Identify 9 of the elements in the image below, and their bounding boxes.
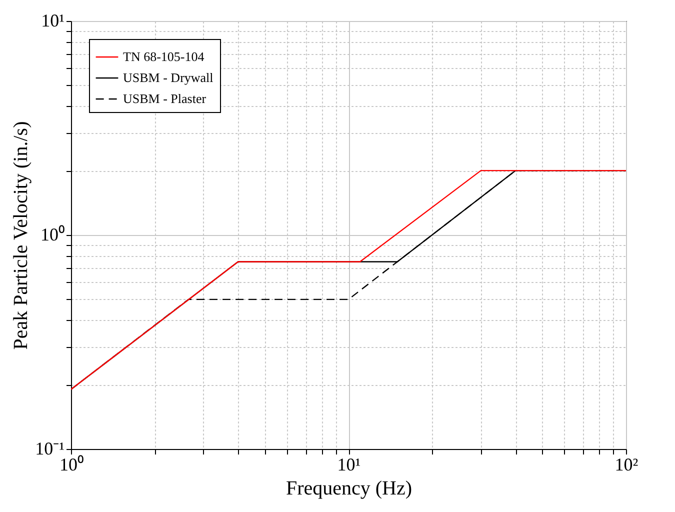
x-tick-label: 10² <box>614 454 638 474</box>
x-tick-label: 10¹ <box>337 454 361 474</box>
legend-label: TN 68-105-104 <box>123 49 205 64</box>
x-axis-title: Frequency (Hz) <box>286 478 412 500</box>
y-axis-title: Peak Particle Velocity (in./s) <box>10 121 32 350</box>
y-tick-label: 10⁰ <box>40 224 64 244</box>
y-tick-label: 10¹ <box>41 10 64 30</box>
legend-label: USBM - Plaster <box>123 91 207 106</box>
legend-label: USBM - Drywall <box>123 70 214 85</box>
